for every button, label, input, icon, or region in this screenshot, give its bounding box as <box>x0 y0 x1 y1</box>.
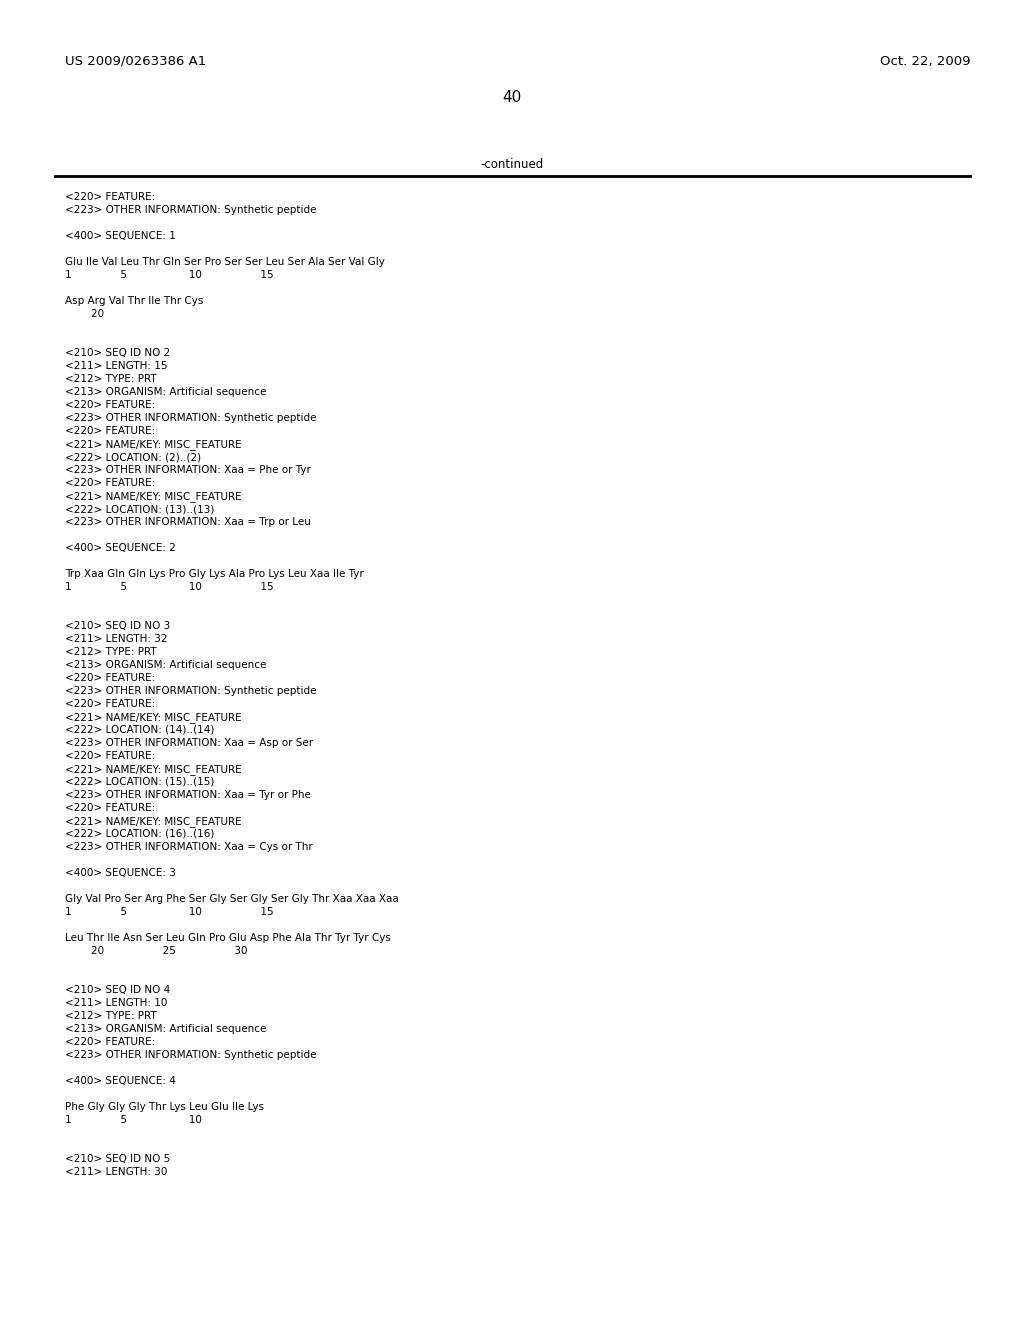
Text: <212> TYPE: PRT: <212> TYPE: PRT <box>65 1011 157 1020</box>
Text: <210> SEQ ID NO 3: <210> SEQ ID NO 3 <box>65 620 170 631</box>
Text: <223> OTHER INFORMATION: Synthetic peptide: <223> OTHER INFORMATION: Synthetic pepti… <box>65 1049 316 1060</box>
Text: Glu Ile Val Leu Thr Gln Ser Pro Ser Ser Leu Ser Ala Ser Val Gly: Glu Ile Val Leu Thr Gln Ser Pro Ser Ser … <box>65 257 385 267</box>
Text: <220> FEATURE:: <220> FEATURE: <box>65 400 156 411</box>
Text: <223> OTHER INFORMATION: Xaa = Cys or Thr: <223> OTHER INFORMATION: Xaa = Cys or Th… <box>65 842 312 851</box>
Text: Asp Arg Val Thr Ile Thr Cys: Asp Arg Val Thr Ile Thr Cys <box>65 296 204 306</box>
Text: <223> OTHER INFORMATION: Synthetic peptide: <223> OTHER INFORMATION: Synthetic pepti… <box>65 686 316 696</box>
Text: 20: 20 <box>65 309 104 319</box>
Text: -continued: -continued <box>480 158 544 172</box>
Text: <210> SEQ ID NO 4: <210> SEQ ID NO 4 <box>65 985 170 995</box>
Text: <220> FEATURE:: <220> FEATURE: <box>65 478 156 488</box>
Text: <400> SEQUENCE: 2: <400> SEQUENCE: 2 <box>65 543 176 553</box>
Text: <211> LENGTH: 15: <211> LENGTH: 15 <box>65 360 168 371</box>
Text: Trp Xaa Gln Gln Lys Pro Gly Lys Ala Pro Lys Leu Xaa Ile Tyr: Trp Xaa Gln Gln Lys Pro Gly Lys Ala Pro … <box>65 569 364 579</box>
Text: <220> FEATURE:: <220> FEATURE: <box>65 426 156 436</box>
Text: Phe Gly Gly Gly Thr Lys Leu Glu Ile Lys: Phe Gly Gly Gly Thr Lys Leu Glu Ile Lys <box>65 1102 264 1111</box>
Text: Oct. 22, 2009: Oct. 22, 2009 <box>880 55 970 69</box>
Text: 1               5                   10: 1 5 10 <box>65 1115 202 1125</box>
Text: <211> LENGTH: 30: <211> LENGTH: 30 <box>65 1167 167 1177</box>
Text: 20                  25                  30: 20 25 30 <box>65 946 248 956</box>
Text: <220> FEATURE:: <220> FEATURE: <box>65 803 156 813</box>
Text: <222> LOCATION: (2)..(2): <222> LOCATION: (2)..(2) <box>65 451 201 462</box>
Text: <213> ORGANISM: Artificial sequence: <213> ORGANISM: Artificial sequence <box>65 1024 266 1034</box>
Text: <221> NAME/KEY: MISC_FEATURE: <221> NAME/KEY: MISC_FEATURE <box>65 764 242 775</box>
Text: Leu Thr Ile Asn Ser Leu Gln Pro Glu Asp Phe Ala Thr Tyr Tyr Cys: Leu Thr Ile Asn Ser Leu Gln Pro Glu Asp … <box>65 933 391 942</box>
Text: <220> FEATURE:: <220> FEATURE: <box>65 700 156 709</box>
Text: <400> SEQUENCE: 4: <400> SEQUENCE: 4 <box>65 1076 176 1086</box>
Text: <211> LENGTH: 10: <211> LENGTH: 10 <box>65 998 167 1008</box>
Text: US 2009/0263386 A1: US 2009/0263386 A1 <box>65 55 206 69</box>
Text: <220> FEATURE:: <220> FEATURE: <box>65 1038 156 1047</box>
Text: <222> LOCATION: (13)..(13): <222> LOCATION: (13)..(13) <box>65 504 214 513</box>
Text: <223> OTHER INFORMATION: Xaa = Phe or Tyr: <223> OTHER INFORMATION: Xaa = Phe or Ty… <box>65 465 311 475</box>
Text: <220> FEATURE:: <220> FEATURE: <box>65 673 156 682</box>
Text: <212> TYPE: PRT: <212> TYPE: PRT <box>65 374 157 384</box>
Text: <400> SEQUENCE: 1: <400> SEQUENCE: 1 <box>65 231 176 242</box>
Text: <221> NAME/KEY: MISC_FEATURE: <221> NAME/KEY: MISC_FEATURE <box>65 711 242 723</box>
Text: <222> LOCATION: (14)..(14): <222> LOCATION: (14)..(14) <box>65 725 214 735</box>
Text: <220> FEATURE:: <220> FEATURE: <box>65 191 156 202</box>
Text: <223> OTHER INFORMATION: Synthetic peptide: <223> OTHER INFORMATION: Synthetic pepti… <box>65 413 316 422</box>
Text: 1               5                   10                  15: 1 5 10 15 <box>65 271 273 280</box>
Text: <213> ORGANISM: Artificial sequence: <213> ORGANISM: Artificial sequence <box>65 387 266 397</box>
Text: 40: 40 <box>503 90 521 106</box>
Text: <221> NAME/KEY: MISC_FEATURE: <221> NAME/KEY: MISC_FEATURE <box>65 440 242 450</box>
Text: 1               5                   10                  15: 1 5 10 15 <box>65 907 273 917</box>
Text: <222> LOCATION: (15)..(15): <222> LOCATION: (15)..(15) <box>65 777 214 787</box>
Text: <221> NAME/KEY: MISC_FEATURE: <221> NAME/KEY: MISC_FEATURE <box>65 816 242 826</box>
Text: 1               5                   10                  15: 1 5 10 15 <box>65 582 273 591</box>
Text: <210> SEQ ID NO 5: <210> SEQ ID NO 5 <box>65 1154 170 1164</box>
Text: <220> FEATURE:: <220> FEATURE: <box>65 751 156 762</box>
Text: <213> ORGANISM: Artificial sequence: <213> ORGANISM: Artificial sequence <box>65 660 266 671</box>
Text: <212> TYPE: PRT: <212> TYPE: PRT <box>65 647 157 657</box>
Text: <223> OTHER INFORMATION: Xaa = Asp or Ser: <223> OTHER INFORMATION: Xaa = Asp or Se… <box>65 738 313 748</box>
Text: <222> LOCATION: (16)..(16): <222> LOCATION: (16)..(16) <box>65 829 214 840</box>
Text: <221> NAME/KEY: MISC_FEATURE: <221> NAME/KEY: MISC_FEATURE <box>65 491 242 502</box>
Text: <400> SEQUENCE: 3: <400> SEQUENCE: 3 <box>65 869 176 878</box>
Text: <210> SEQ ID NO 2: <210> SEQ ID NO 2 <box>65 348 170 358</box>
Text: <223> OTHER INFORMATION: Xaa = Trp or Leu: <223> OTHER INFORMATION: Xaa = Trp or Le… <box>65 517 311 527</box>
Text: Gly Val Pro Ser Arg Phe Ser Gly Ser Gly Ser Gly Thr Xaa Xaa Xaa: Gly Val Pro Ser Arg Phe Ser Gly Ser Gly … <box>65 894 398 904</box>
Text: <211> LENGTH: 32: <211> LENGTH: 32 <box>65 634 168 644</box>
Text: <223> OTHER INFORMATION: Synthetic peptide: <223> OTHER INFORMATION: Synthetic pepti… <box>65 205 316 215</box>
Text: <223> OTHER INFORMATION: Xaa = Tyr or Phe: <223> OTHER INFORMATION: Xaa = Tyr or Ph… <box>65 789 311 800</box>
